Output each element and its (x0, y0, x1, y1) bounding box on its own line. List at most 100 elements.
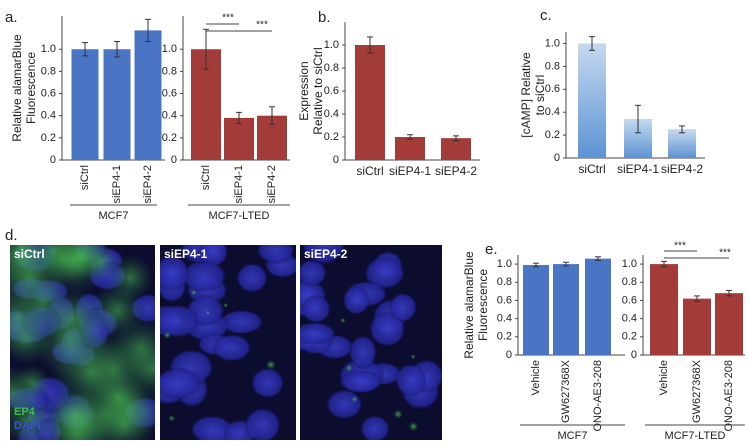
nucleus (300, 259, 328, 287)
significance-label: *** (256, 20, 268, 31)
x-tick-label: GW627368X (560, 359, 572, 423)
y-axis-label: Relative to siCtrl (311, 47, 325, 134)
y-tick-label: 0.4 (545, 106, 560, 118)
nucleus (388, 292, 418, 323)
ep4-signal (10, 393, 55, 440)
ep4-signal (410, 354, 416, 360)
x-tick-label: siCtrl (356, 164, 383, 178)
bar (71, 49, 99, 160)
nucleus (300, 321, 337, 345)
nucleus (211, 333, 252, 362)
bar-shade (578, 43, 606, 158)
stain-label: EP4 (14, 406, 36, 418)
nucleus (219, 309, 264, 335)
y-tick-label: 0.6 (622, 294, 637, 306)
y-tick-label: 0.8 (622, 276, 637, 288)
ep4-signal (408, 421, 419, 432)
y-tick-label: 0.2 (545, 129, 560, 141)
panel-label: d. (5, 227, 18, 244)
x-tick-label: ONO-AE3-208 (723, 360, 735, 432)
y-tick-label: 0.4 (622, 313, 637, 325)
bar-shade (668, 129, 696, 158)
nucleus (300, 294, 332, 324)
micrograph (10, 245, 155, 440)
y-tick-label: 0.8 (324, 62, 339, 74)
nucleus (160, 304, 200, 339)
ep4-signal (10, 283, 52, 351)
nucleus (325, 389, 363, 420)
micrograph-content (160, 245, 296, 440)
y-tick-label: 0.6 (324, 85, 339, 97)
ep4-signal (265, 359, 276, 370)
y-axis-label: [cAMP] Relative (519, 52, 533, 138)
significance-label: *** (674, 241, 686, 252)
x-tick-label: Vehicle (658, 360, 670, 395)
ep4-signal (205, 310, 210, 315)
x-tick-label: ONO-AE3-208 (592, 360, 604, 432)
y-tick-label: 0.8 (41, 65, 56, 77)
bar (224, 117, 254, 160)
y-tick-label: 0 (631, 349, 637, 361)
y-tick-label: 0 (50, 154, 56, 166)
y-tick-label: 0.2 (324, 131, 339, 143)
nucleus (160, 367, 202, 400)
x-tick-label: siCtrl (79, 165, 91, 190)
y-tick-label: 0 (506, 349, 512, 361)
nucleus (256, 245, 296, 264)
y-axis-label: to siCtrl (533, 75, 547, 116)
group-label: MCF7 (558, 430, 588, 442)
y-axis-label: Fluorescence (476, 269, 490, 341)
x-tick-label: siEP4-1 (111, 165, 123, 204)
y-tick-label: 0.8 (497, 276, 512, 288)
y-tick-label: 0.8 (545, 60, 560, 72)
panel-label: b. (318, 9, 331, 26)
y-tick-label: 0.8 (162, 65, 177, 77)
x-tick-label: siEP4-1 (617, 162, 659, 176)
nucleus (236, 262, 269, 294)
y-tick-label: 0.2 (162, 132, 177, 144)
tile-label: siEP4-2 (304, 247, 348, 261)
group-label: MCF7 (99, 210, 129, 222)
group-label: MCF7-LTED (209, 210, 270, 222)
tile-label: siEP4-1 (164, 247, 208, 261)
y-tick-label: 1.0 (545, 37, 560, 49)
y-tick-label: 0.2 (497, 331, 512, 343)
y-tick-label: 0.4 (162, 110, 177, 122)
micrograph-content (10, 245, 155, 440)
nucleus (160, 254, 190, 291)
panel-label: c. (540, 7, 552, 24)
y-tick-label: 0 (554, 152, 560, 164)
nucleus (363, 256, 406, 290)
y-axis-label: Relative alamarBlue (10, 34, 24, 142)
panel-label: a. (5, 9, 18, 26)
micrograph (300, 245, 442, 440)
x-tick-label: GW627368X (691, 359, 703, 423)
bar (715, 293, 743, 355)
ep4-signal (168, 414, 176, 422)
ep4-signal (340, 317, 346, 324)
nucleus (180, 260, 227, 293)
x-tick-label: siEP4-2 (266, 165, 278, 204)
y-tick-label: 1.0 (41, 43, 56, 55)
bar (103, 49, 131, 160)
nucleus (339, 369, 383, 394)
group-label: MCF7-LTED (665, 430, 726, 442)
bar (134, 30, 162, 161)
nucleus (342, 285, 371, 315)
y-tick-label: 0.6 (497, 294, 512, 306)
x-tick-label: siCtrl (200, 165, 212, 190)
nucleus (244, 407, 282, 440)
y-axis-label: Relative alamarBlue (462, 251, 476, 359)
y-axis-label: Expression (297, 61, 311, 120)
ep4-signal (37, 245, 111, 296)
ep4-signal (223, 302, 229, 308)
nucleus (250, 367, 285, 399)
y-tick-label: 1.0 (622, 258, 637, 270)
y-tick-label: 0.6 (545, 83, 560, 95)
y-tick-label: 0.2 (622, 331, 637, 343)
ep4-signal (163, 331, 171, 339)
nucleus (360, 415, 390, 440)
y-axis-label: Fluorescence (24, 52, 38, 124)
significance-label: *** (719, 248, 731, 259)
